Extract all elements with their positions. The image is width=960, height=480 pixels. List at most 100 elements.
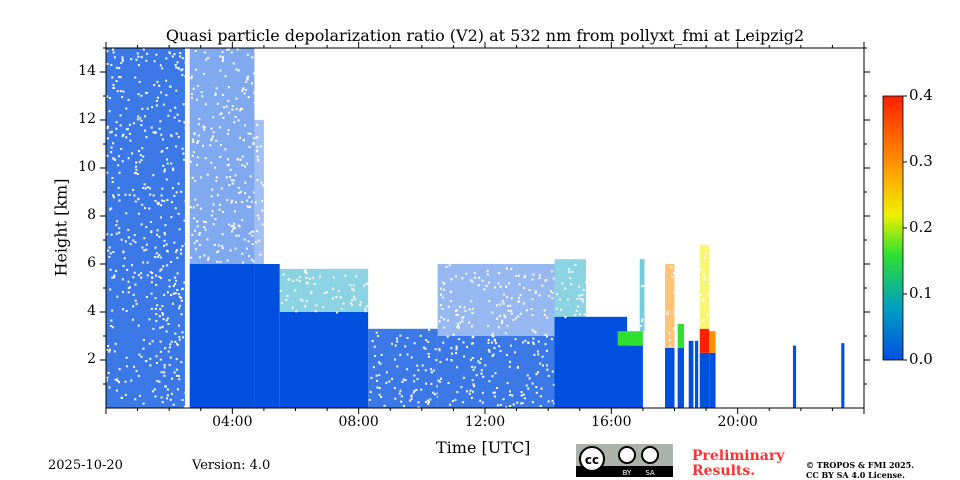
heatmap-gap-pixel [531, 278, 534, 281]
heatmap-gap-pixel [131, 152, 134, 155]
heatmap-gap-pixel [244, 181, 247, 184]
heatmap-gap-pixel [221, 210, 224, 213]
heatmap-gap-pixel [523, 397, 526, 400]
heatmap-gap-pixel [539, 395, 542, 398]
heatmap-gap-pixel [251, 56, 254, 59]
heatmap-gap-pixel [236, 48, 239, 51]
heatmap-gap-pixel [142, 261, 145, 264]
heatmap-gap-pixel [145, 136, 148, 139]
heatmap-gap-pixel [174, 332, 177, 335]
heatmap-gap-pixel [448, 403, 451, 406]
heatmap-gap-pixel [136, 173, 139, 176]
heatmap-gap-pixel [487, 325, 490, 328]
heatmap-gap-pixel [106, 376, 109, 379]
heatmap-gap-pixel [518, 296, 521, 299]
heatmap-gap-pixel [206, 238, 209, 241]
heatmap-gap-pixel [531, 314, 534, 317]
heatmap-gap-pixel [436, 385, 439, 388]
heatmap-gap-pixel [140, 272, 143, 275]
heatmap-gap-pixel [473, 272, 476, 275]
heatmap-gap-pixel [110, 63, 113, 66]
heatmap-gap-pixel [246, 199, 249, 202]
heatmap-region-12 [617, 345, 643, 408]
heatmap-gap-pixel [132, 318, 135, 321]
heatmap-gap-pixel [158, 275, 161, 278]
heatmap-gap-pixel [477, 284, 480, 287]
heatmap-gap-pixel [332, 287, 335, 290]
heatmap-region-27 [841, 343, 845, 408]
heatmap-gap-pixel [158, 127, 161, 130]
heatmap-gap-pixel [128, 193, 131, 196]
heatmap-gap-pixel [459, 305, 462, 308]
heatmap-gap-pixel [456, 323, 459, 326]
heatmap-gap-pixel [248, 146, 251, 149]
heatmap-gap-pixel [568, 270, 571, 273]
heatmap-gap-pixel [516, 365, 519, 368]
heatmap-gap-pixel [111, 76, 114, 79]
heatmap-gap-pixel [183, 405, 186, 408]
heatmap-gap-pixel [385, 371, 388, 374]
heatmap-gap-pixel [202, 125, 205, 128]
heatmap-gap-pixel [456, 366, 459, 369]
heatmap-gap-pixel [538, 294, 541, 297]
y-tick-label: 14 [78, 63, 96, 79]
heatmap-gap-pixel [400, 395, 403, 398]
heatmap-gap-pixel [226, 164, 229, 167]
heatmap-gap-pixel [160, 216, 163, 219]
heatmap-gap-pixel [196, 141, 199, 144]
y-tick-label: 10 [78, 159, 96, 175]
heatmap-gap-pixel [146, 107, 149, 110]
heatmap-gap-pixel [106, 171, 109, 174]
heatmap-gap-pixel [241, 201, 244, 204]
heatmap-gap-pixel [140, 94, 143, 97]
heatmap-gap-pixel [160, 396, 163, 399]
heatmap-gap-pixel [134, 283, 137, 286]
heatmap-gap-pixel [150, 281, 153, 284]
heatmap-gap-pixel [396, 340, 399, 343]
heatmap-gap-pixel [181, 68, 184, 71]
heatmap-gap-pixel [155, 104, 158, 107]
heatmap-gap-pixel [251, 82, 254, 85]
heatmap-gap-pixel [219, 143, 222, 146]
heatmap-gap-pixel [447, 319, 450, 322]
heatmap-gap-pixel [178, 304, 181, 307]
heatmap-gap-pixel [248, 232, 251, 235]
heatmap-gap-pixel [170, 216, 173, 219]
heatmap-gap-pixel [145, 226, 148, 229]
heatmap-gap-pixel [469, 389, 472, 392]
heatmap-gap-pixel [457, 327, 460, 330]
heatmap-gap-pixel [406, 353, 409, 356]
heatmap-gap-pixel [319, 275, 322, 278]
heatmap-gap-pixel [439, 360, 442, 363]
heatmap-gap-pixel [238, 191, 241, 194]
heatmap-gap-pixel [169, 398, 172, 401]
heatmap-gap-pixel [472, 390, 475, 393]
heatmap-gap-pixel [702, 273, 705, 276]
heatmap-gap-pixel [166, 397, 169, 400]
heatmap-gap-pixel [247, 132, 250, 135]
heatmap-gap-pixel [220, 187, 223, 190]
heatmap-gap-pixel [204, 51, 207, 54]
heatmap-gap-pixel [436, 392, 439, 395]
heatmap-gap-pixel [517, 315, 520, 318]
heatmap-gap-pixel [305, 300, 308, 303]
heatmap-gap-pixel [256, 178, 259, 181]
heatmap-gap-pixel [190, 93, 193, 96]
heatmap-gap-pixel [156, 229, 159, 232]
heatmap-gap-pixel [306, 282, 309, 285]
heatmap-gap-pixel [115, 270, 118, 273]
heatmap-gap-pixel [161, 67, 164, 70]
heatmap-gap-pixel [239, 158, 242, 161]
heatmap-gap-pixel [359, 301, 362, 304]
heatmap-gap-pixel [245, 162, 248, 165]
heatmap-gap-pixel [233, 121, 236, 124]
heatmap-gap-pixel [310, 292, 313, 295]
heatmap-gap-pixel [483, 288, 486, 291]
heatmap-gap-pixel [380, 353, 383, 356]
heatmap-gap-pixel [256, 214, 259, 217]
heatmap-gap-pixel [203, 254, 206, 257]
heatmap-gap-pixel [468, 308, 471, 311]
heatmap-gap-pixel [703, 256, 706, 259]
heatmap-gap-pixel [177, 324, 180, 327]
heatmap-gap-pixel [133, 365, 136, 368]
